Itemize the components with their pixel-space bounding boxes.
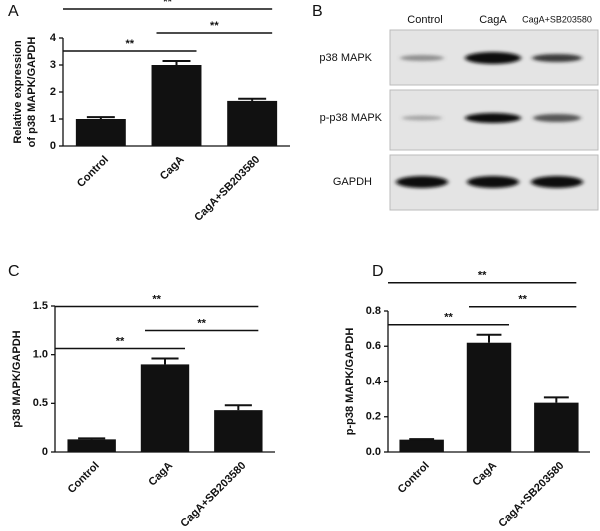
y-axis-label: of p38 MAPK/GAPDH [26, 37, 38, 148]
significance-label: ** [125, 38, 134, 50]
y-tick-label: 0 [50, 140, 56, 152]
row-label: p38 MAPK [319, 52, 372, 64]
x-tick-label: CagA+SB203580 [178, 460, 248, 530]
lane-label: Control [407, 14, 442, 26]
panel-letter: B [312, 3, 323, 20]
x-tick-label: CagA+SB203580 [496, 460, 566, 530]
significance-label: ** [152, 293, 161, 305]
x-tick-label: CagA [146, 460, 175, 489]
x-tick-label: Control [66, 460, 102, 496]
bar [399, 439, 444, 452]
bar [214, 410, 263, 452]
y-axis-label: Relative expression [12, 40, 24, 144]
y-tick-label: 0.0 [366, 446, 381, 458]
band [402, 115, 442, 121]
y-tick-label: 4 [50, 32, 57, 44]
band [531, 176, 583, 188]
lane-label: CagA+SB203580 [522, 14, 592, 24]
blot-panel: B Control CagA CagA+SB203580 p38 MAPK p-… [312, 3, 599, 211]
y-tick-label: 0.6 [366, 340, 381, 352]
bar [227, 100, 278, 146]
y-tick-label: 0.5 [33, 397, 48, 409]
y-tick-label: 2 [50, 86, 56, 98]
bar [534, 402, 579, 452]
bar [75, 119, 126, 146]
band [396, 176, 448, 188]
y-tick-label: 0.8 [366, 305, 381, 317]
panel-letter: D [372, 263, 384, 280]
bar [466, 342, 512, 452]
y-axis-label: p38 MAPK/GAPDH [11, 330, 23, 427]
significance-label: ** [478, 270, 487, 282]
y-tick-label: 0.4 [366, 375, 382, 387]
bar [151, 65, 202, 146]
significance-label: ** [163, 0, 172, 8]
y-tick-label: 1.5 [33, 300, 48, 312]
x-tick-label: CagA+SB203580 [192, 154, 262, 224]
row-label: GAPDH [333, 176, 372, 188]
y-axis-label: p-p38 MAPK/GAPDH [344, 328, 356, 436]
x-tick-label: Control [75, 154, 111, 190]
x-tick-label: CagA [158, 154, 187, 183]
y-tick-label: 1 [50, 113, 56, 125]
significance-label: ** [444, 312, 453, 324]
significance-label: ** [518, 294, 527, 306]
y-tick-label: 3 [50, 59, 56, 71]
bands [396, 52, 583, 188]
significance-label: ** [197, 317, 206, 329]
x-tick-label: CagA [470, 460, 499, 489]
band [533, 114, 581, 122]
band [467, 176, 519, 188]
bar [140, 364, 190, 452]
band [400, 55, 444, 61]
significance-label: ** [210, 20, 219, 32]
significance-label: ** [116, 335, 125, 347]
band [465, 113, 521, 123]
panel-letter: A [8, 3, 19, 20]
x-tick-label: Control [396, 460, 432, 496]
y-tick-label: 0.2 [366, 411, 381, 423]
band [532, 54, 582, 62]
band [465, 52, 521, 64]
y-tick-label: 1.0 [33, 349, 48, 361]
lane-label: CagA [479, 14, 507, 26]
y-tick-label: 0 [42, 446, 48, 458]
bar [67, 439, 116, 452]
panel-letter: C [8, 263, 20, 280]
row-label: p-p38 MAPK [320, 112, 383, 124]
